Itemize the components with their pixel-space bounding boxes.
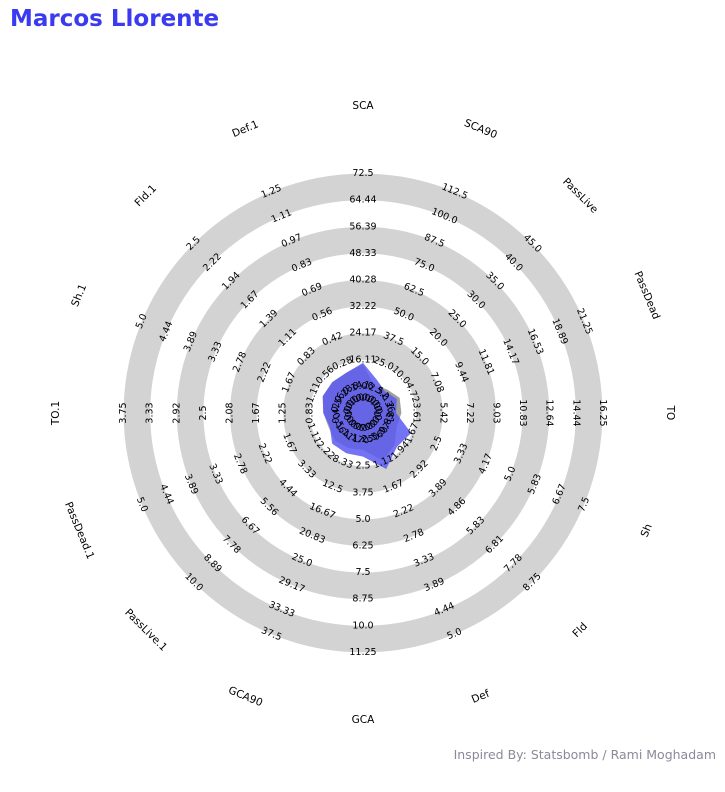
- radar-tick-label: 1.25: [352, 434, 373, 445]
- radar-param-label: Def: [470, 688, 492, 706]
- credit-text: Inspired By: Statsbomb / Rami Moghadam: [453, 747, 716, 762]
- radar-tick-label: 5.0: [134, 312, 150, 330]
- radar-param-label: TO: [664, 405, 676, 421]
- radar-tick-label: 16.11: [349, 354, 376, 365]
- radar-tick-label: 56.39: [349, 221, 376, 232]
- radar-ring-band-2: [230, 279, 496, 546]
- radar-param-label: PassLive.1: [122, 607, 169, 654]
- radar-tick-label: 6.25: [352, 541, 373, 552]
- radar-tick-label: 7.22: [464, 402, 475, 423]
- radar-tick-inner: 0.0: [342, 410, 358, 428]
- radar-tick-label: 7.5: [355, 567, 370, 578]
- radar-tick-inner: 0.0: [369, 398, 385, 416]
- radar-polygons: [322, 362, 412, 469]
- radar-tick-label: 5.42: [437, 402, 448, 423]
- radar-tick-label: 7.5: [576, 496, 592, 514]
- radar-tick-label: 5.0: [503, 465, 519, 483]
- radar-tick-labels: 0.08.0616.1124.1732.2240.2848.3356.3964.…: [118, 168, 608, 658]
- radar-param-label: PassDead.1: [62, 500, 96, 561]
- radar-tick-label: 8.75: [352, 594, 373, 605]
- radar-tick-label: 0.42: [331, 402, 342, 423]
- radar-tick-label: 2.08: [225, 402, 236, 423]
- radar-tick-label: 12.64: [544, 399, 555, 426]
- radar-param-label: TO.1: [50, 401, 62, 426]
- radar-tick-label: 8.06: [352, 381, 373, 392]
- radar-tick-label: 5.0: [355, 514, 370, 525]
- radar-tick-label: 3.75: [118, 402, 129, 423]
- radar-tick-label: 10.0: [352, 620, 373, 631]
- radar-tick-inner: 0.0: [369, 410, 385, 428]
- radar-tick-inner: 0.0: [360, 419, 378, 435]
- radar-tick-label: 2.5: [355, 461, 370, 472]
- radar-param-label: Sh.1: [69, 282, 89, 308]
- player-polygon: [322, 362, 412, 469]
- radar-tick-inner: 0.0: [372, 405, 383, 420]
- radar-tick-inner: 0.0: [360, 392, 378, 408]
- radar-ring-band-4: [123, 173, 603, 653]
- radar-tick-label: 32.22: [349, 301, 376, 312]
- radar-param-label: SCA90: [462, 117, 499, 141]
- radar-tick-inner: 0.0: [342, 398, 358, 416]
- radar-tick-label: 40.28: [349, 275, 376, 286]
- radar-param-label: SCA: [352, 100, 374, 112]
- radar-rings: [123, 173, 603, 653]
- radar-tick-label: 1.25: [278, 402, 289, 423]
- radar-tick-label: 2.5: [198, 405, 209, 420]
- radar-tick-label: 1.67: [251, 402, 262, 423]
- radar-tick-label: 10.83: [517, 399, 528, 426]
- radar-tick-label: 64.44: [349, 195, 376, 206]
- radar-param-label: PassLive: [560, 176, 600, 216]
- radar-tick-label: 16.25: [597, 399, 608, 426]
- radar-tick-label: 3.75: [352, 487, 373, 498]
- radar-param-label: Fld.1: [132, 182, 159, 209]
- radar-tick-inner: 0.0: [355, 422, 370, 433]
- radar-tick-label: 2.92: [171, 402, 182, 423]
- radar-param-label: Fld: [570, 620, 590, 640]
- radar-tick-label: 48.33: [349, 248, 376, 259]
- radar-param-label: PassDead: [632, 270, 663, 322]
- radar-tick-inner: 0.0: [348, 392, 366, 408]
- radar-tick-label: 0.83: [304, 402, 315, 423]
- radar-tick-label: 5.0: [134, 496, 150, 514]
- radar-param-label: Sh: [639, 522, 655, 539]
- radar-tick-label: 14.44: [570, 399, 581, 426]
- radar-ring-band-1: [283, 333, 443, 493]
- radar-tick-label: 72.5: [352, 168, 373, 179]
- radar-param-label: GCA: [352, 714, 375, 726]
- chart-title: Marcos Llorente: [10, 6, 220, 32]
- radar-tick-label: 11.25: [349, 647, 376, 658]
- radar-tick-label: 24.17: [349, 328, 376, 339]
- radar-tick-label: 9.03: [491, 402, 502, 423]
- radar-tick-label: 5.0: [446, 626, 464, 642]
- radar-tick-inner: 0.0: [355, 393, 370, 404]
- radar-tick-label: 2.5: [429, 434, 445, 452]
- radar-param-label: Def.1: [230, 118, 260, 140]
- radar-tick-label: 3.33: [145, 402, 156, 423]
- radar-ring-band-3: [176, 226, 550, 600]
- radar-param-label: GCA90: [226, 684, 264, 709]
- radar-tick-inner: 0.0: [348, 419, 366, 435]
- radar-tick-label: 1.81: [384, 402, 395, 423]
- radar-tick-inner: 0.0: [343, 405, 354, 420]
- radar-tick-label: 3.61: [411, 402, 422, 423]
